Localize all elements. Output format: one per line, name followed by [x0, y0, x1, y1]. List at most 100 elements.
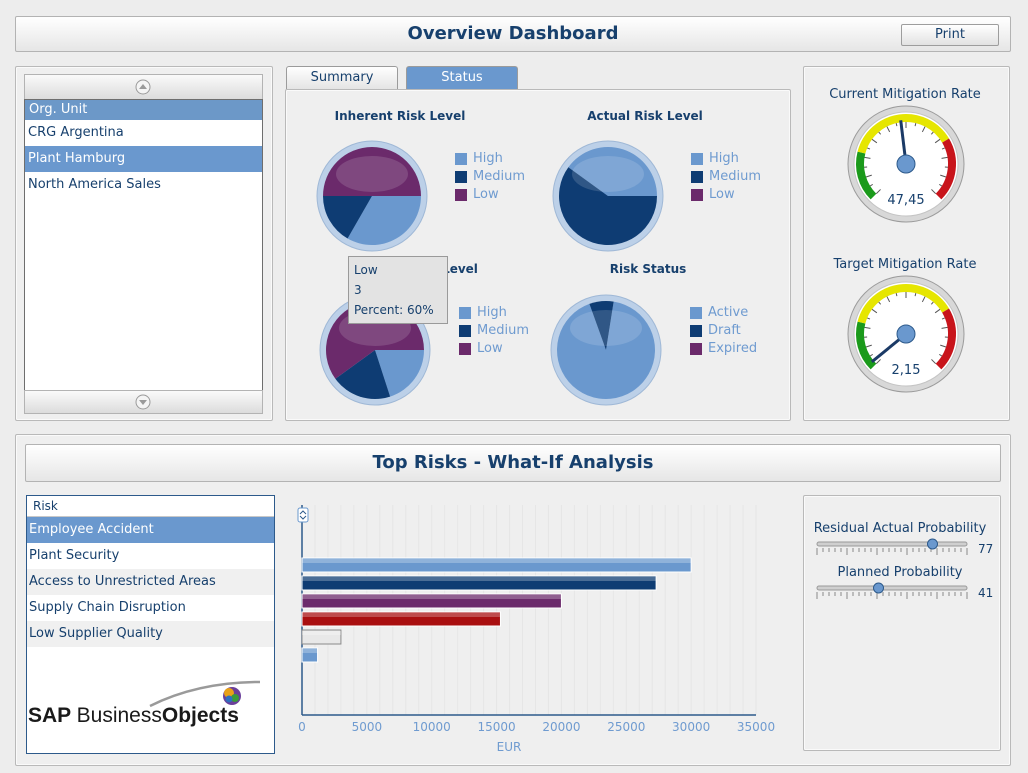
gauge-tick [878, 131, 882, 135]
bar[interactable] [301, 629, 342, 645]
pie-slice[interactable] [375, 350, 424, 397]
pie-title-actual: Actual Risk Level [587, 109, 703, 123]
legend-swatch [690, 307, 702, 319]
bar-highlight [302, 613, 501, 617]
gauge-tick [934, 138, 941, 144]
pie-slice[interactable] [557, 301, 655, 399]
legend-label: High [477, 305, 507, 320]
pie-slice[interactable] [323, 147, 421, 196]
pie-slice[interactable] [589, 301, 614, 350]
org-unit-item[interactable]: CRG Argentina [28, 125, 124, 140]
x-tick-label: 0 [298, 720, 306, 734]
pie-slice[interactable] [323, 196, 372, 239]
pie-gloss [336, 156, 408, 192]
gauge-value-target: 2,15 [891, 363, 921, 378]
legend-inherent: High Medium Low [455, 150, 525, 204]
bar[interactable] [301, 575, 657, 591]
gauge-tick [921, 296, 926, 303]
pie-slice[interactable] [335, 350, 391, 399]
pie-slice[interactable] [559, 167, 657, 245]
legend-swatch [690, 343, 702, 355]
org-unit-list: Org. Unit CRG Argentina Plant Hamburg No… [24, 99, 263, 391]
gauge-tick [938, 353, 943, 357]
gauge-tick [941, 317, 945, 320]
slider-track [816, 541, 968, 547]
logo-swoosh-icon [149, 680, 261, 708]
bar[interactable] [301, 647, 319, 663]
scroll-up-button[interactable] [24, 74, 263, 100]
pie-title-level: Level [442, 262, 478, 276]
pie-actual-risk[interactable] [548, 136, 668, 256]
gauge-tick [931, 359, 937, 365]
sap-businessobjects-logo: SAP BusinessObjects [28, 674, 272, 734]
legend-label: High [473, 151, 503, 166]
tab-summary[interactable]: Summary [286, 66, 398, 89]
legend-actual: High Medium Low [691, 150, 761, 204]
org-unit-header: Org. Unit [25, 100, 262, 120]
legend-label: High [709, 151, 739, 166]
gauge-tick [940, 174, 947, 178]
bar-highlight [302, 595, 562, 599]
gauge-band [856, 321, 877, 370]
gauge-tick [886, 126, 891, 133]
gauge-title-target: Target Mitigation Rate [833, 257, 977, 272]
gauge-title-current: Current Mitigation Rate [829, 87, 981, 102]
scroll-down-button[interactable] [24, 390, 263, 414]
gauge-tick [871, 138, 878, 144]
gauge-band [857, 284, 950, 324]
gauge-tick [869, 353, 874, 357]
slider-track [816, 585, 968, 591]
slider-thumb[interactable] [873, 582, 884, 594]
legend-swatch [455, 153, 467, 165]
gauge-tick [875, 359, 881, 365]
gauge-tick [895, 123, 898, 127]
gauge-tick [886, 296, 891, 303]
gauge-hub [896, 154, 916, 174]
residual-probability-slider[interactable] [815, 536, 975, 556]
x-tick-label: 10000 [413, 720, 451, 734]
risk-row[interactable]: Employee Accident [27, 517, 274, 543]
gauge-band [935, 308, 956, 370]
risk-row[interactable]: Low Supplier Quality [27, 621, 274, 647]
gauge-tick [895, 293, 898, 297]
tooltip-percent: Percent: 60% [354, 303, 434, 317]
gauge-target-mitigation [847, 275, 965, 393]
bar[interactable] [301, 611, 501, 627]
bar[interactable] [301, 557, 692, 573]
risk-table: Risk Employee Accident Plant Security Ac… [26, 495, 275, 754]
legend-swatch [459, 307, 471, 319]
print-button[interactable]: Print [901, 24, 999, 46]
gauge-hub [896, 324, 916, 344]
scale-arrows-icon [299, 510, 307, 520]
slider-thumb[interactable] [927, 538, 938, 550]
legend-risk-status: Active Draft Expired [690, 304, 757, 358]
gauge-tick [930, 131, 934, 135]
pie-slice[interactable] [568, 147, 657, 196]
logo-text: Objects [161, 704, 239, 727]
tab-status[interactable]: Status [406, 66, 518, 89]
pie-slice[interactable] [347, 196, 421, 245]
planned-probability-slider[interactable] [815, 580, 975, 600]
bar[interactable] [301, 593, 562, 609]
org-unit-item[interactable]: North America Sales [28, 177, 161, 192]
risk-row[interactable]: Plant Security [29, 548, 120, 563]
legend-label: Expired [708, 341, 758, 356]
gauge-tick [921, 126, 926, 133]
slider-label-residual: Residual Actual Probability [813, 521, 987, 536]
pie-risk-status[interactable] [546, 290, 666, 410]
x-tick-label: 25000 [607, 720, 645, 734]
pie-inherent-risk[interactable] [312, 136, 432, 256]
axis-scale-toggle[interactable] [297, 507, 309, 523]
gauge-tick [871, 308, 878, 314]
x-tick-label: 35000 [737, 720, 775, 734]
org-unit-item[interactable]: Plant Hamburg [25, 146, 262, 172]
risk-row[interactable]: Supply Chain Disruption [29, 600, 186, 615]
gauge-tick [941, 147, 945, 150]
gauge-value-current: 47,45 [887, 193, 925, 208]
bar-highlight [302, 559, 692, 563]
risk-row[interactable]: Access to Unrestricted Areas [27, 569, 274, 595]
gauge-tick [864, 326, 871, 329]
pie-tooltip: Low 3 Percent: 60% [348, 256, 448, 324]
logo-text: SAP [28, 704, 77, 727]
risk-column-header[interactable]: Risk [27, 496, 274, 517]
